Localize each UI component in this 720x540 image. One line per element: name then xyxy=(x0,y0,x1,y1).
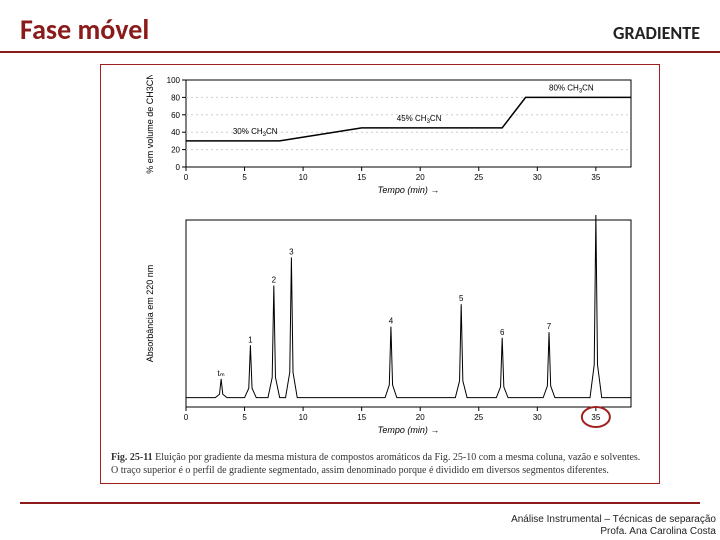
gradient-profile-chart: 0204060801000510152025303530% CH3CN45% C… xyxy=(141,75,641,195)
figure-container: 0204060801000510152025303530% CH3CN45% C… xyxy=(100,64,660,484)
svg-text:15: 15 xyxy=(357,173,366,182)
svg-text:7: 7 xyxy=(547,322,552,331)
svg-text:5: 5 xyxy=(242,413,247,422)
svg-text:30: 30 xyxy=(533,173,542,182)
svg-text:Tempo (min) →: Tempo (min) → xyxy=(378,185,440,195)
svg-text:30: 30 xyxy=(533,413,542,422)
page-title: Fase móvel xyxy=(20,12,149,47)
svg-text:0: 0 xyxy=(176,163,181,172)
svg-text:10: 10 xyxy=(299,413,308,422)
svg-text:15: 15 xyxy=(357,413,366,422)
svg-text:35: 35 xyxy=(591,413,600,422)
caption-text: Eluição por gradiente da mesma mistura d… xyxy=(111,452,640,476)
svg-text:4: 4 xyxy=(389,317,394,326)
svg-text:3: 3 xyxy=(289,247,294,256)
svg-text:1: 1 xyxy=(248,335,253,344)
footer-line2: Profa. Ana Carolina Costa xyxy=(511,526,716,538)
footer: Análise Instrumental – Técnicas de separ… xyxy=(511,514,716,538)
svg-text:25: 25 xyxy=(474,413,483,422)
svg-text:25: 25 xyxy=(474,173,483,182)
svg-text:40: 40 xyxy=(171,128,180,137)
svg-text:% em volume de CH3CN: % em volume de CH3CN xyxy=(145,75,155,174)
svg-text:5: 5 xyxy=(242,173,247,182)
chromatogram-chart: 05101520253035tₘ12345678Tempo (min) →Abs… xyxy=(141,215,641,435)
svg-text:10: 10 xyxy=(299,173,308,182)
svg-text:Absorbância em 220 nm: Absorbância em 220 nm xyxy=(145,265,155,363)
svg-text:80: 80 xyxy=(171,93,180,102)
page-subtitle: GRADIENTE xyxy=(613,22,700,44)
svg-text:0: 0 xyxy=(184,413,189,422)
svg-text:Tempo (min) →: Tempo (min) → xyxy=(378,425,440,435)
svg-text:60: 60 xyxy=(171,111,180,120)
footer-line1: Análise Instrumental – Técnicas de separ… xyxy=(511,514,716,526)
title-bar: Fase móvel GRADIENTE xyxy=(0,0,720,53)
svg-text:20: 20 xyxy=(171,146,180,155)
svg-text:20: 20 xyxy=(416,413,425,422)
svg-text:20: 20 xyxy=(416,173,425,182)
footer-rule xyxy=(20,502,700,504)
svg-text:6: 6 xyxy=(500,328,505,337)
svg-text:tₘ: tₘ xyxy=(218,369,225,378)
caption-prefix: Fig. 25-11 xyxy=(111,452,153,463)
svg-text:35: 35 xyxy=(591,173,600,182)
svg-text:5: 5 xyxy=(459,294,464,303)
figure-caption: Fig. 25-11 Eluição por gradiente da mesm… xyxy=(111,451,649,477)
svg-text:2: 2 xyxy=(272,275,277,284)
svg-text:0: 0 xyxy=(184,173,189,182)
svg-text:100: 100 xyxy=(167,76,181,85)
